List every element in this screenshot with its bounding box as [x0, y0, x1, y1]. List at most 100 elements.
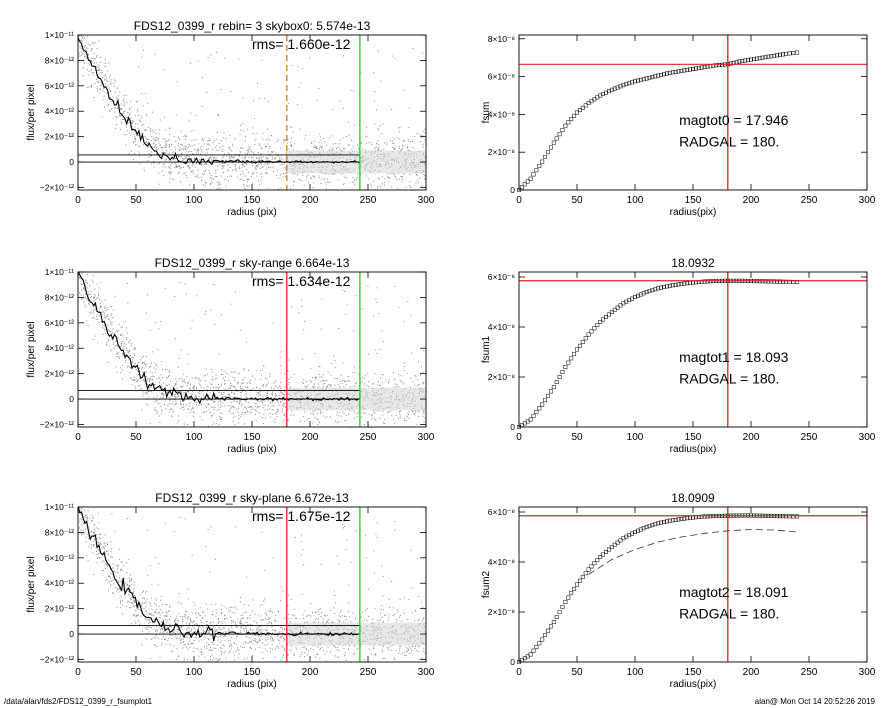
scatter-point [357, 177, 359, 179]
scatter-point [96, 307, 98, 309]
scatter-point [127, 116, 129, 118]
scatter-point [185, 636, 187, 638]
scatter-point [155, 144, 157, 146]
scatter-point [183, 381, 185, 382]
scatter-point [201, 77, 203, 79]
scatter-point [400, 148, 402, 150]
scatter-point [145, 606, 147, 608]
scatter-point [126, 606, 127, 608]
scatter-point [79, 46, 81, 48]
scatter-point [257, 180, 259, 182]
scatter-point [259, 388, 261, 390]
scatter-point [311, 141, 313, 143]
scatter-point [344, 291, 346, 292]
scatter-point [128, 594, 130, 596]
scatter-point [401, 149, 402, 151]
scatter-point [415, 610, 417, 612]
scatter-point [207, 148, 209, 150]
scatter-point [88, 54, 89, 56]
growth-point [659, 72, 664, 77]
scatter-point [107, 314, 108, 316]
scatter-point [188, 630, 190, 632]
scatter-point [143, 170, 145, 172]
scatter-point [107, 544, 108, 546]
scatter-point [152, 620, 154, 622]
scatter-point [87, 47, 89, 49]
growth-point [592, 326, 597, 331]
scatter-point [320, 608, 322, 610]
scatter-point [374, 91, 376, 93]
scatter-point [165, 143, 166, 145]
scatter-point [256, 392, 258, 394]
scatter-point [191, 630, 193, 632]
scatter-point [236, 648, 238, 650]
scatter-point [399, 379, 401, 381]
scatter-point [127, 366, 129, 368]
scatter-point [85, 541, 87, 543]
scatter-point [229, 387, 231, 389]
scatter-point [217, 619, 219, 620]
chart-panel-l3 [77, 506, 427, 663]
scatter-point [110, 314, 112, 316]
scatter-point [221, 374, 222, 375]
growth-point [664, 71, 669, 76]
scatter-point [259, 159, 261, 161]
scatter-point [92, 310, 94, 312]
scatter-point [422, 52, 424, 54]
scatter-point [160, 413, 162, 415]
scatter-point [122, 111, 124, 113]
growth-point [537, 163, 542, 168]
scatter-point [126, 339, 128, 340]
scatter-point [240, 383, 242, 385]
scatter-point [169, 173, 171, 175]
scatter-point [232, 145, 234, 147]
scatter-point [201, 419, 203, 421]
scatter-point [389, 140, 391, 142]
scatter-point [389, 645, 391, 647]
scatter-point [239, 397, 241, 399]
scatter-point [137, 606, 139, 608]
scatter-point [143, 167, 145, 169]
scatter-point [188, 165, 190, 167]
scatter-point [322, 374, 324, 376]
scatter-point [422, 620, 424, 622]
scatter-point [110, 75, 111, 77]
scatter-point [399, 598, 401, 600]
scatter-point [186, 157, 188, 159]
scatter-point [176, 393, 178, 395]
scatter-point [393, 422, 395, 424]
scatter-point [209, 648, 211, 650]
scatter-point [160, 147, 162, 149]
scatter-point [96, 316, 97, 318]
scatter-point [145, 138, 147, 139]
scatter-point [260, 173, 262, 175]
x-tick-label: 150 [244, 195, 261, 206]
scatter-point [261, 59, 263, 61]
scatter-point [260, 159, 262, 161]
scatter-point [214, 400, 216, 402]
scatter-point [153, 619, 155, 620]
growth-point [551, 140, 556, 145]
scatter-point [327, 181, 328, 183]
scatter-point [407, 149, 409, 151]
scatter-point [118, 548, 120, 550]
scatter-point [145, 383, 146, 385]
scatter-point [238, 414, 240, 416]
scatter-point [111, 513, 113, 515]
scatter-point [274, 421, 276, 423]
scatter-point [89, 44, 91, 46]
scatter-point [263, 385, 265, 387]
scatter-point [196, 404, 198, 406]
growth-point [627, 81, 632, 86]
x-tick-label: 250 [801, 195, 818, 206]
scatter-point [276, 411, 278, 413]
scatter-point [269, 416, 271, 418]
scatter-point [145, 141, 147, 143]
scatter-point [175, 637, 177, 639]
scatter-point [265, 404, 267, 406]
scatter-point [155, 140, 157, 142]
scatter-point [215, 395, 217, 397]
scatter-point [99, 542, 101, 544]
scatter-point [118, 356, 119, 357]
scatter-point [98, 40, 100, 42]
